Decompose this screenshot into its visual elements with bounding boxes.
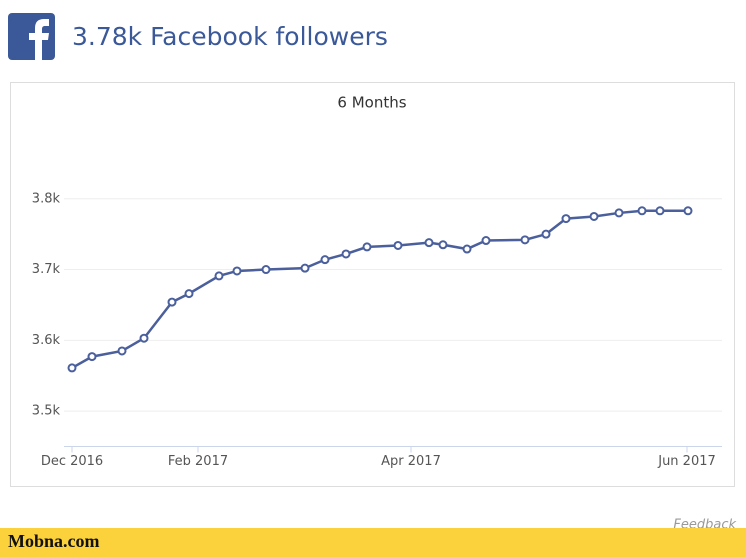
data-point — [167, 297, 177, 307]
data-point — [520, 235, 530, 245]
data-point — [438, 240, 448, 250]
data-point — [541, 229, 551, 239]
data-point — [561, 214, 571, 224]
data-point — [462, 244, 472, 254]
x-tick-label: Feb 2017 — [168, 454, 228, 469]
data-point — [139, 333, 149, 343]
data-point — [117, 346, 127, 356]
x-tick-label: Apr 2017 — [381, 454, 441, 469]
chart-title: 6 Months — [337, 94, 406, 112]
data-point — [362, 242, 372, 252]
chart-frame — [10, 82, 735, 487]
data-point — [184, 289, 194, 299]
y-tick-label: 3.6k — [32, 333, 61, 348]
data-point — [87, 352, 97, 362]
data-point — [683, 206, 693, 216]
facebook-f — [29, 19, 49, 60]
data-point — [341, 249, 351, 259]
brand: Mobna.com — [8, 531, 100, 551]
data-point — [614, 208, 624, 218]
data-point — [637, 206, 647, 216]
y-tick-label: 3.5k — [32, 404, 61, 419]
data-point — [320, 255, 330, 265]
x-tick-label: Jun 2017 — [657, 454, 716, 469]
data-point — [655, 206, 665, 216]
plot: 3.5k 3.6k 3.7k 3.8k Dec 2016 Feb 2017 Apr 2017… — [32, 191, 722, 469]
data-point — [261, 265, 271, 275]
data-point — [589, 211, 599, 221]
header-title: 3.78k Facebook followers — [72, 22, 388, 51]
y-tick-label: 3.7k — [32, 262, 61, 277]
data-point — [424, 238, 434, 248]
data-point — [481, 236, 491, 246]
footer-bar — [0, 528, 746, 557]
data-point — [393, 240, 403, 250]
data-point — [300, 263, 310, 273]
data-point — [214, 271, 224, 281]
x-tick-label: Dec 2016 — [41, 454, 103, 469]
data-point — [232, 266, 242, 276]
data-point — [67, 363, 77, 373]
y-tick-label: 3.8k — [32, 191, 61, 206]
